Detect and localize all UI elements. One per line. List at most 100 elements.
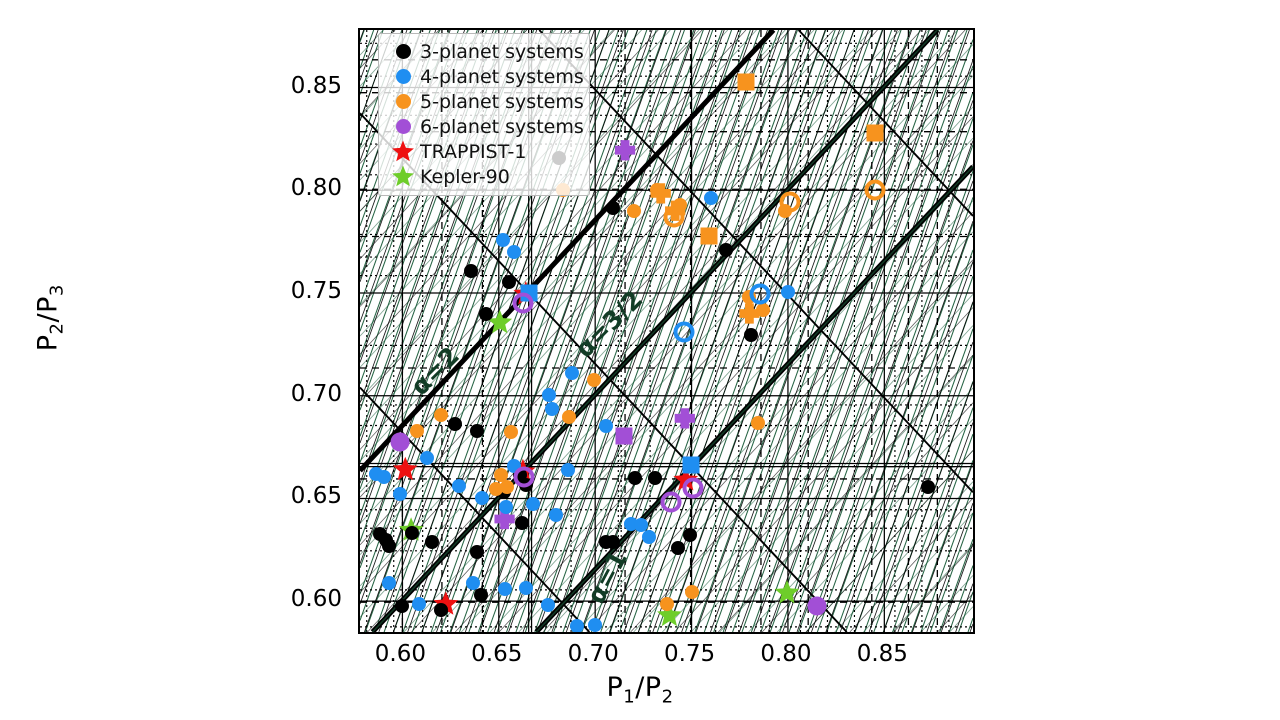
data-point-circle[interactable] [548,507,563,522]
legend-4planet[interactable]: 4-planet systems [386,64,584,89]
data-point-circle[interactable] [488,482,503,497]
data-point-circle[interactable] [433,408,448,423]
data-point-square[interactable] [682,456,700,474]
data-point-circle[interactable] [719,242,734,257]
data-point-x[interactable] [614,140,636,161]
data-point-square[interactable] [866,124,884,142]
plot-area[interactable]: α=2 α=3/2 α=1 [358,28,975,634]
data-point-x[interactable] [494,508,515,530]
data-point-x[interactable] [739,303,760,324]
data-point-open-circle[interactable] [512,292,534,314]
data-point-circle[interactable] [497,581,512,596]
data-point-circle[interactable] [780,284,795,299]
data-point-circle[interactable] [498,499,513,514]
data-point-circle[interactable] [390,432,410,452]
data-point-square[interactable] [700,227,718,245]
data-point-open-circle[interactable] [864,179,886,201]
data-point-circle[interactable] [474,588,489,603]
data-point-circle[interactable] [540,598,555,613]
data-point-x[interactable] [674,408,695,429]
data-point-circle[interactable] [684,584,699,599]
data-point-circle[interactable] [598,418,613,433]
data-point-circle[interactable] [495,232,510,247]
data-point-circle[interactable] [647,470,662,485]
data-point-circle[interactable] [807,596,827,616]
data-point-star[interactable] [433,591,459,615]
data-point-open-circle[interactable] [749,283,771,305]
data-point-circle[interactable] [649,183,664,198]
data-point-circle[interactable] [502,274,517,289]
data-point-circle[interactable] [755,303,770,318]
data-point-circle[interactable] [626,203,641,218]
data-point-circle[interactable] [469,423,484,438]
data-point-circle[interactable] [606,200,621,215]
data-point-circle[interactable] [411,597,426,612]
data-point-circle[interactable] [479,306,494,321]
data-point-circle[interactable] [751,416,766,431]
legend-5planet[interactable]: 5-planet systems [386,89,584,114]
data-point-circle[interactable] [606,534,621,549]
data-point-circle[interactable] [507,244,522,259]
data-point-open-circle[interactable] [660,491,682,513]
data-point-open-circle[interactable] [673,321,695,343]
data-point-circle[interactable] [634,518,649,533]
data-point-circle[interactable] [425,534,440,549]
data-point-open-circle[interactable] [779,191,801,213]
data-point-circle[interactable] [682,528,697,543]
data-point-open-circle[interactable] [513,466,535,488]
data-point-circle[interactable] [419,451,434,466]
data-point-circle[interactable] [671,540,686,555]
legend[interactable]: 3-planet systems 4-planet systems 5-planet… [378,33,590,196]
data-point-star[interactable] [673,466,699,491]
data-point-circle[interactable] [627,470,642,485]
data-point-circle[interactable] [504,424,519,439]
data-point-circle[interactable] [642,530,657,545]
data-point-open-circle[interactable] [682,477,704,499]
plot-graphics [360,30,973,632]
data-point-circle[interactable] [448,417,463,432]
data-point-star[interactable] [774,579,800,604]
data-point-circle[interactable] [475,491,490,506]
data-point-square[interactable] [615,427,633,445]
data-point-circle[interactable] [405,526,420,541]
data-point-circle[interactable] [377,469,392,484]
data-point-circle[interactable] [452,479,467,494]
data-point-circle[interactable] [381,538,396,553]
data-point-circle[interactable] [565,366,580,381]
legend-3planet[interactable]: 3-planet systems [386,39,584,64]
data-point-circle[interactable] [703,191,718,206]
data-point-circle[interactable] [544,402,559,417]
data-point-circle[interactable] [588,617,603,632]
legend-kepler90[interactable]: Kepler-90 [386,164,582,189]
data-point-circle[interactable] [518,580,533,595]
data-point-circle[interactable] [920,480,935,495]
data-point-circle[interactable] [465,575,480,590]
data-point-circle[interactable] [660,597,675,612]
data-point-circle[interactable] [433,603,448,618]
data-point-circle[interactable] [381,575,396,590]
data-point-circle[interactable] [587,373,602,388]
data-point-circle[interactable] [499,480,514,495]
data-point-square[interactable] [737,73,755,91]
data-point-star[interactable] [657,602,682,627]
data-point-circle[interactable] [569,618,584,632]
data-point-circle[interactable] [562,410,577,425]
legend-6planet[interactable]: 6-planet systems [386,114,584,139]
y-tick-label: 0.60 [290,586,342,613]
legend-trappist1[interactable]: TRAPPIST-1 [386,139,582,164]
data-point-circle[interactable] [392,487,407,502]
data-point-open-circle[interactable] [663,206,685,228]
data-point-circle[interactable] [514,516,529,531]
data-point-star[interactable] [487,309,513,334]
data-point-circle[interactable] [744,328,759,343]
data-point-circle[interactable] [409,423,424,438]
data-point-circle[interactable] [469,544,484,559]
data-point-star[interactable] [392,456,418,481]
data-point-circle[interactable] [623,517,638,532]
data-point-circle[interactable] [463,264,478,279]
data-point-circle[interactable] [541,387,556,402]
data-point-circle[interactable] [561,462,576,477]
data-point-circle[interactable] [493,467,508,482]
data-point-circle[interactable] [395,599,410,614]
data-point-circle[interactable] [526,496,541,511]
